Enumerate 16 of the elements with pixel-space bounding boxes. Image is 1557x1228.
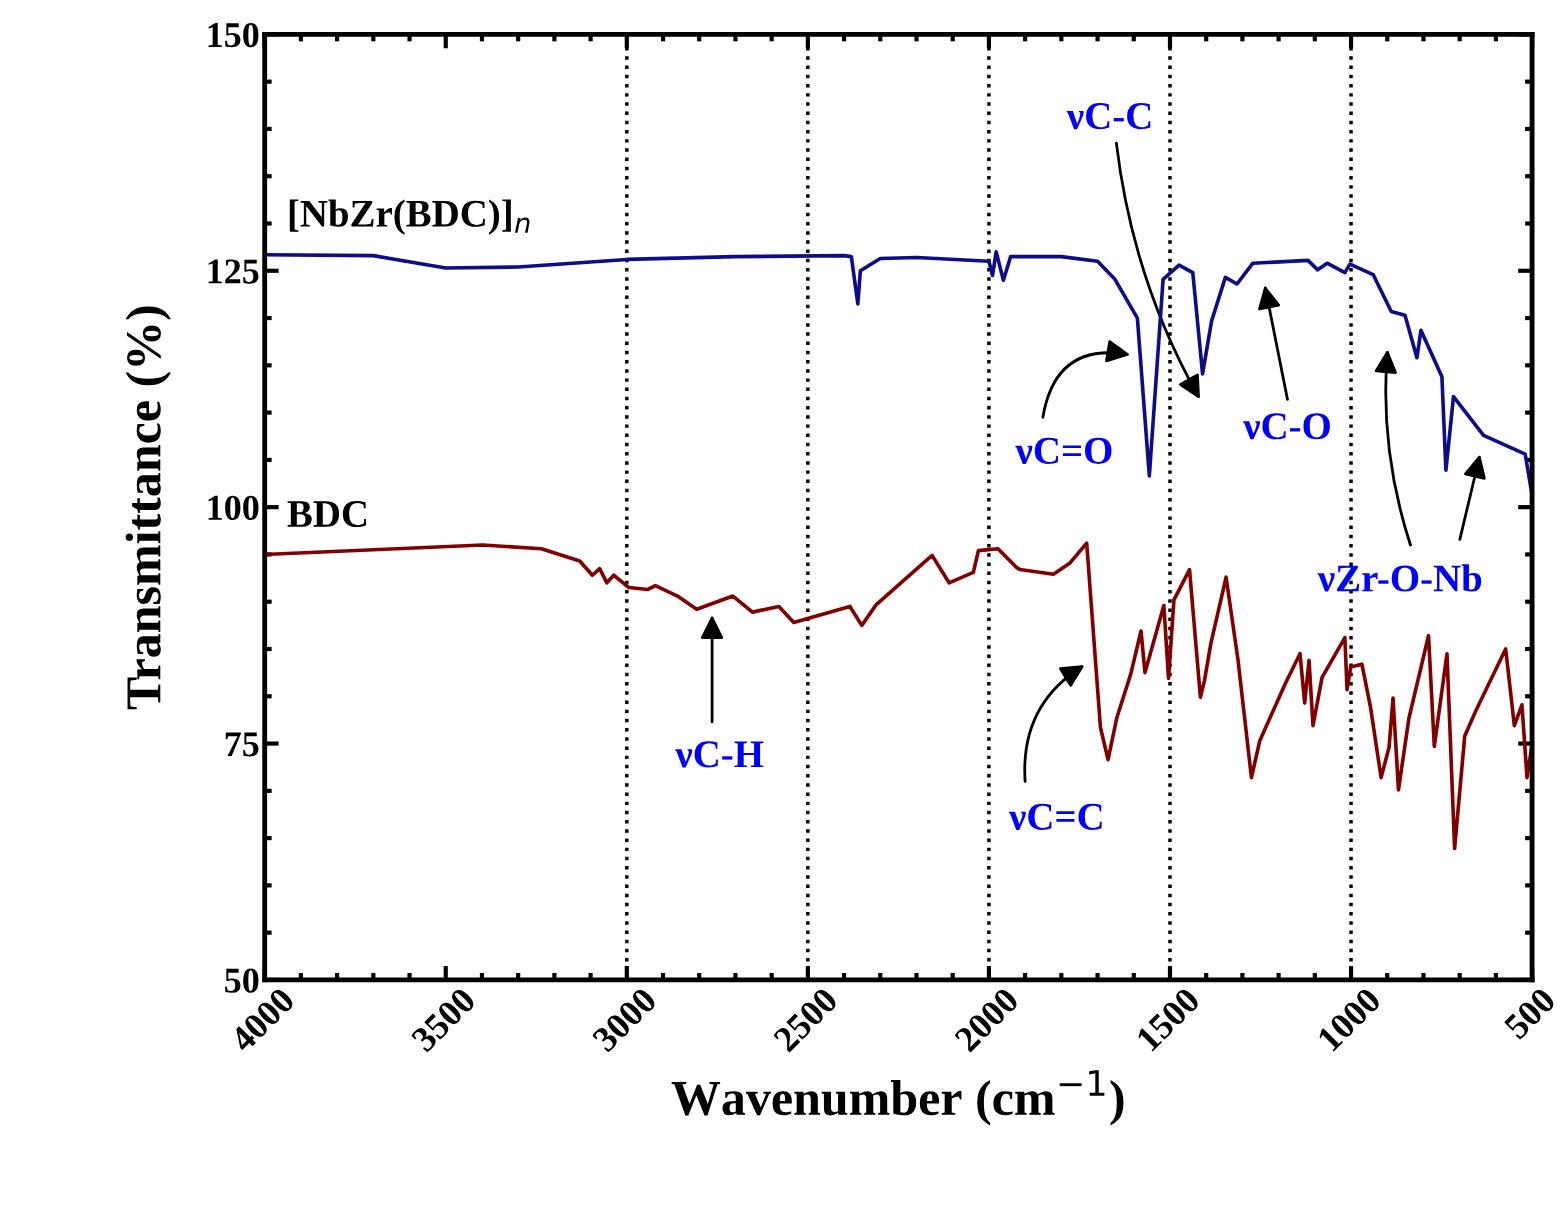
y-tick-label: 150: [208, 22, 259, 48]
y-axis-title: Transmittance (%): [125, 306, 171, 710]
y-tick-label: 125: [208, 259, 259, 284]
annotation: νC-O: [1243, 413, 1330, 440]
annotation: νC-C: [1066, 103, 1151, 130]
annotation: νC-H: [675, 741, 764, 768]
annotation: νZr-O-Nb: [1317, 564, 1482, 592]
series-label: BDC: [287, 500, 367, 528]
x-tick-label: 500: [1503, 986, 1557, 1041]
y-tick-label: 100: [208, 495, 259, 521]
annotation: νC=C: [1008, 803, 1102, 830]
y-tick-label: 75: [225, 732, 259, 757]
series-label: [NbZr(BDC)]$_{n}$: [289, 199, 530, 235]
annotation: νC=O: [1015, 437, 1112, 464]
x-axis-title: Wavenumber (cm$^{−1}$): [671, 1070, 1124, 1126]
line-series: [264, 541, 1533, 851]
